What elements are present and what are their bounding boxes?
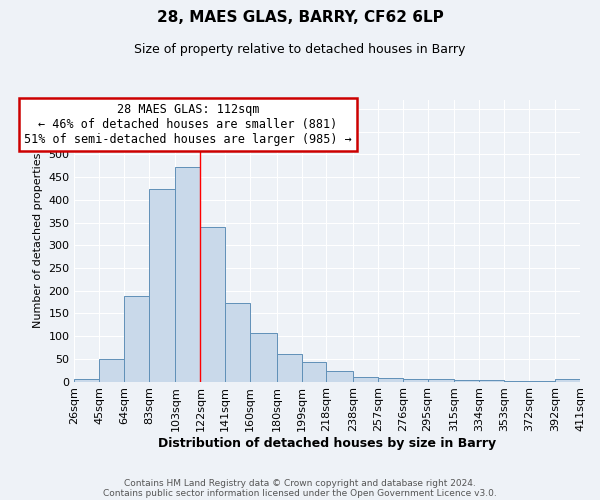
Bar [226,304,250,382]
Bar [555,380,580,382]
Bar [403,380,428,382]
Bar [99,359,124,382]
Bar [302,362,326,382]
Bar [428,380,454,382]
Bar [277,354,302,382]
Bar [479,380,504,382]
Text: 28, MAES GLAS, BARRY, CF62 6LP: 28, MAES GLAS, BARRY, CF62 6LP [157,10,443,25]
Text: Contains public sector information licensed under the Open Government Licence v3: Contains public sector information licen… [103,488,497,498]
Bar [175,167,200,382]
Bar [504,380,529,382]
Bar [250,333,277,382]
Text: Contains HM Land Registry data © Crown copyright and database right 2024.: Contains HM Land Registry data © Crown c… [124,478,476,488]
Text: 28 MAES GLAS: 112sqm
← 46% of detached houses are smaller (881)
51% of semi-deta: 28 MAES GLAS: 112sqm ← 46% of detached h… [24,103,352,146]
Bar [74,380,99,382]
Bar [353,376,378,382]
Bar [149,188,175,382]
Bar [454,380,479,382]
Bar [326,370,353,382]
Bar [124,296,149,382]
Bar [200,227,226,382]
X-axis label: Distribution of detached houses by size in Barry: Distribution of detached houses by size … [158,437,496,450]
Bar [378,378,403,382]
Text: Size of property relative to detached houses in Barry: Size of property relative to detached ho… [134,42,466,56]
Y-axis label: Number of detached properties: Number of detached properties [33,153,43,328]
